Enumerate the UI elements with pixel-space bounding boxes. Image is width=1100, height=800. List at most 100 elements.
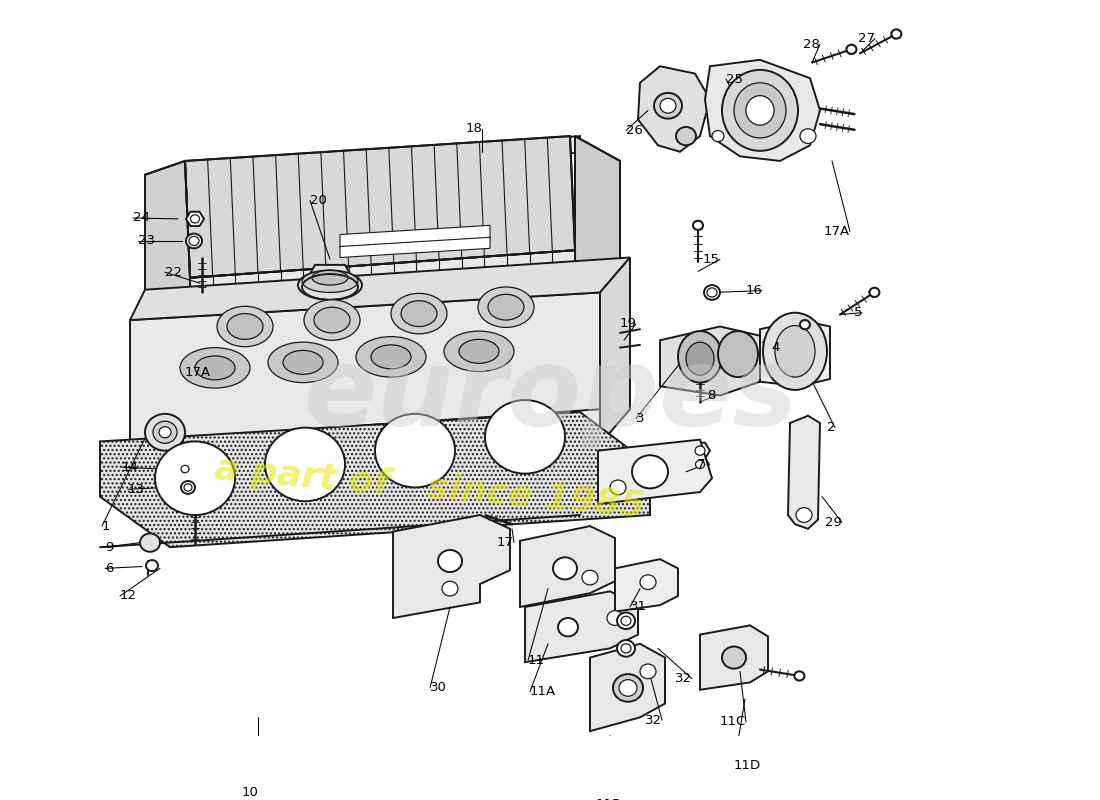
Ellipse shape (184, 484, 192, 491)
Ellipse shape (640, 664, 656, 678)
Ellipse shape (302, 270, 358, 293)
Ellipse shape (632, 455, 668, 488)
Ellipse shape (734, 82, 786, 138)
Text: 31: 31 (630, 601, 647, 614)
Polygon shape (590, 644, 666, 731)
Polygon shape (195, 136, 580, 178)
Ellipse shape (763, 313, 827, 390)
Ellipse shape (438, 550, 462, 572)
Text: 11C: 11C (719, 715, 746, 729)
Polygon shape (130, 258, 630, 320)
Ellipse shape (678, 331, 722, 382)
Polygon shape (186, 212, 204, 226)
Ellipse shape (558, 618, 578, 637)
Ellipse shape (686, 342, 714, 375)
Text: 10: 10 (241, 786, 258, 799)
Polygon shape (600, 258, 630, 444)
Text: 8: 8 (707, 389, 716, 402)
Text: 16: 16 (745, 284, 762, 297)
Ellipse shape (160, 426, 170, 438)
Ellipse shape (312, 270, 348, 285)
Polygon shape (700, 626, 768, 690)
Ellipse shape (707, 288, 717, 297)
Ellipse shape (390, 294, 447, 334)
Text: 18: 18 (465, 122, 482, 135)
Ellipse shape (140, 534, 159, 552)
Ellipse shape (182, 481, 195, 494)
Polygon shape (310, 265, 350, 274)
Ellipse shape (695, 446, 705, 455)
Ellipse shape (654, 93, 682, 118)
Text: a part of   since 1985: a part of since 1985 (213, 452, 647, 523)
Text: 11D: 11D (734, 758, 761, 772)
Text: 19: 19 (619, 318, 636, 330)
Ellipse shape (891, 30, 901, 38)
Ellipse shape (718, 331, 758, 377)
Polygon shape (660, 326, 760, 395)
Ellipse shape (621, 644, 631, 653)
Ellipse shape (610, 480, 626, 494)
Ellipse shape (869, 288, 879, 297)
Ellipse shape (217, 306, 273, 346)
Ellipse shape (617, 640, 635, 657)
Text: 25: 25 (726, 73, 742, 86)
Ellipse shape (227, 314, 263, 339)
Text: 20: 20 (310, 194, 327, 207)
Text: 3: 3 (636, 412, 645, 425)
Text: 30: 30 (430, 682, 447, 694)
Ellipse shape (607, 610, 623, 626)
Ellipse shape (800, 320, 810, 330)
Ellipse shape (189, 236, 199, 246)
Ellipse shape (676, 127, 696, 146)
Ellipse shape (153, 422, 177, 443)
Text: 22: 22 (165, 266, 182, 278)
Text: 11B: 11B (596, 798, 623, 800)
Text: 2: 2 (826, 421, 835, 434)
Text: 4: 4 (771, 341, 780, 354)
Ellipse shape (712, 130, 724, 142)
Polygon shape (190, 250, 575, 320)
Ellipse shape (304, 300, 360, 340)
Polygon shape (690, 442, 710, 458)
Ellipse shape (478, 287, 534, 327)
Polygon shape (598, 440, 712, 504)
Ellipse shape (402, 301, 437, 326)
Ellipse shape (619, 680, 637, 696)
Text: 24: 24 (133, 211, 150, 225)
Text: 17A: 17A (824, 226, 850, 238)
Polygon shape (760, 320, 830, 386)
Ellipse shape (746, 96, 774, 125)
Polygon shape (705, 60, 820, 161)
Ellipse shape (298, 270, 362, 300)
Text: 32: 32 (675, 672, 692, 686)
Ellipse shape (617, 613, 635, 629)
Text: 23: 23 (138, 234, 155, 247)
Text: 1: 1 (102, 519, 110, 533)
Ellipse shape (553, 558, 578, 579)
Ellipse shape (371, 345, 411, 369)
Ellipse shape (444, 331, 514, 371)
Ellipse shape (180, 348, 250, 388)
Polygon shape (575, 136, 620, 293)
Ellipse shape (660, 98, 676, 113)
Text: 12: 12 (120, 590, 138, 602)
Polygon shape (615, 559, 678, 611)
Ellipse shape (314, 307, 350, 333)
Ellipse shape (582, 570, 598, 585)
Text: 32: 32 (645, 714, 662, 726)
Ellipse shape (794, 671, 804, 681)
Text: 7: 7 (696, 458, 705, 471)
Ellipse shape (182, 466, 189, 473)
Text: 28: 28 (803, 38, 820, 50)
Ellipse shape (722, 646, 746, 669)
Text: europes: europes (302, 342, 798, 449)
Polygon shape (177, 462, 192, 475)
Ellipse shape (800, 129, 816, 143)
Polygon shape (788, 416, 820, 529)
Text: 17: 17 (497, 536, 514, 549)
Polygon shape (145, 161, 190, 320)
Ellipse shape (145, 414, 185, 450)
Ellipse shape (190, 214, 199, 223)
Ellipse shape (613, 674, 644, 702)
Polygon shape (393, 515, 510, 618)
